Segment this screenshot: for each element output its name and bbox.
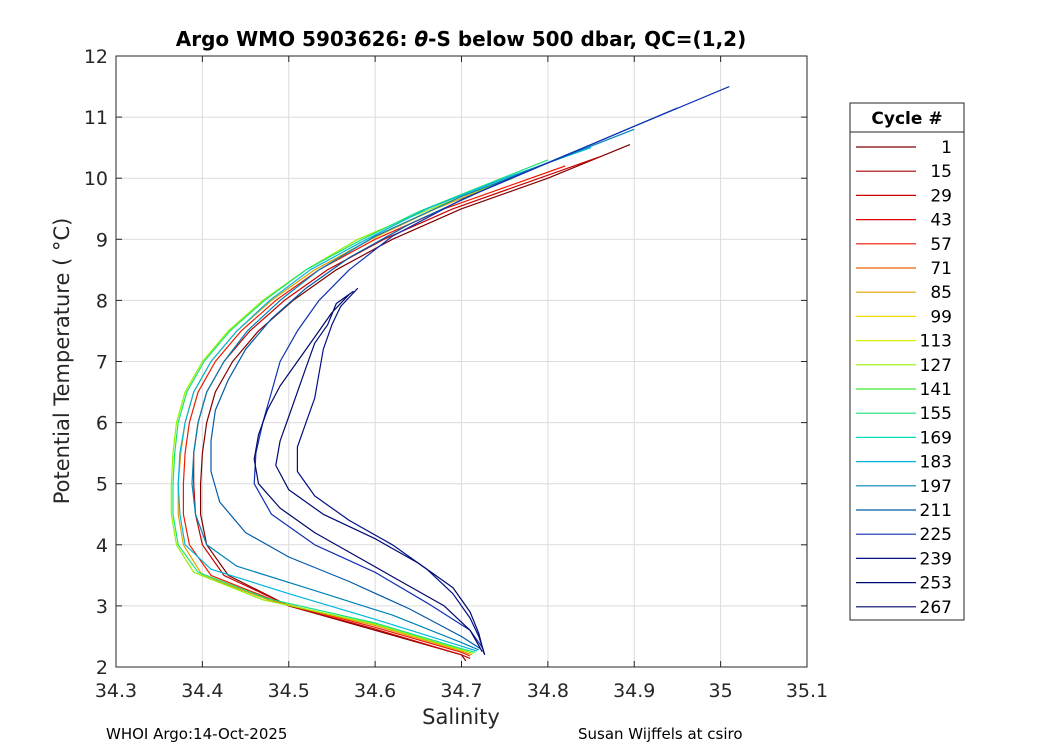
series-line [210, 107, 678, 650]
x-tick-label: 34.3 [95, 680, 137, 702]
chart-title: Argo WMO 5903626: θ-S below 500 dbar, QC… [176, 27, 746, 51]
series-line [253, 293, 483, 652]
series-line [177, 147, 592, 652]
legend-entry-label: 141 [920, 380, 952, 400]
y-tick-labels: 2 3 4 5 6 7 8 9 10 11 12 [84, 46, 108, 679]
y-tick-label: 7 [96, 352, 108, 374]
legend-entry-label: 197 [920, 477, 952, 497]
footer-credit-left: WHOI Argo:14-Oct-2025 [106, 725, 288, 743]
x-tick-label: 34.8 [527, 680, 569, 702]
x-tick-label: 34.9 [613, 680, 655, 702]
legend: Cycle # 1 15 29 43 57 71 85 99 113 127 141 155 169 18… [849, 102, 965, 621]
series-line [253, 86, 730, 650]
y-tick-label: 2 [96, 657, 108, 679]
footer-credit-right: Susan Wijffels at csiro [578, 725, 743, 743]
series-line [172, 159, 549, 653]
y-tick-label: 12 [84, 46, 108, 68]
y-tick-label: 6 [96, 413, 108, 435]
legend-entry-label: 1 [941, 138, 952, 158]
legend-entry-label: 113 [920, 332, 952, 352]
legend-entry-label: 71 [930, 259, 952, 279]
y-tick-label: 10 [84, 168, 108, 190]
grid [115, 55, 808, 668]
ticks [115, 55, 808, 668]
legend-entry-label: 253 [920, 574, 952, 594]
legend-entry-label: 85 [930, 283, 952, 303]
y-tick-label: 9 [96, 229, 108, 251]
title-suffix: -S below 500 dbar, QC=(1,2) [428, 27, 746, 51]
x-tick-label: 34.7 [440, 680, 482, 702]
legend-entry-label: 267 [920, 598, 952, 618]
legend-title: Cycle # [871, 109, 942, 129]
legend-entry-label: 29 [930, 186, 952, 206]
y-tick-label: 5 [96, 474, 108, 496]
y-axis-label: Potential Temperature ( °C) [50, 218, 74, 505]
legend-entry-label: 99 [930, 307, 952, 327]
legend-entry-label: 183 [920, 453, 952, 473]
y-tick-label: 3 [96, 596, 108, 618]
legend-entry-label: 57 [930, 235, 952, 255]
legend-entry-label: 211 [920, 501, 952, 521]
series-line [275, 290, 485, 654]
title-prefix: Argo WMO 5903626: [176, 27, 415, 51]
y-tick-label: 8 [96, 290, 108, 312]
legend-entry-label: 169 [920, 428, 952, 448]
legend-entry-label: 155 [920, 404, 952, 424]
y-tick-label: 4 [96, 535, 108, 557]
legend-entry-label: 225 [920, 525, 952, 545]
x-tick-label: 34.5 [268, 680, 310, 702]
series-group [170, 86, 730, 662]
legend-entry-label: 127 [920, 356, 952, 376]
x-tick-label: 35 [709, 680, 733, 702]
series-line [191, 128, 635, 651]
legend-entry-label: 15 [930, 162, 952, 182]
title-theta: θ [414, 27, 428, 51]
x-tick-label: 34.6 [354, 680, 396, 702]
x-axis-label: Salinity [422, 705, 500, 729]
x-tick-label: 35.1 [786, 680, 828, 702]
legend-entry-label: 239 [920, 549, 952, 569]
series-line [170, 177, 514, 655]
x-tick-label: 34.4 [181, 680, 223, 702]
legend-entry-label: 43 [930, 211, 952, 231]
legend-entries: 1 15 29 43 57 71 85 99 113 127 141 155 169 183 197 211 2… [856, 138, 952, 618]
series-line [296, 287, 486, 655]
y-tick-label: 11 [84, 107, 108, 129]
x-tick-labels: 34.3 34.4 34.5 34.6 34.7 34.8 34.9 35 35.1 [95, 680, 828, 702]
